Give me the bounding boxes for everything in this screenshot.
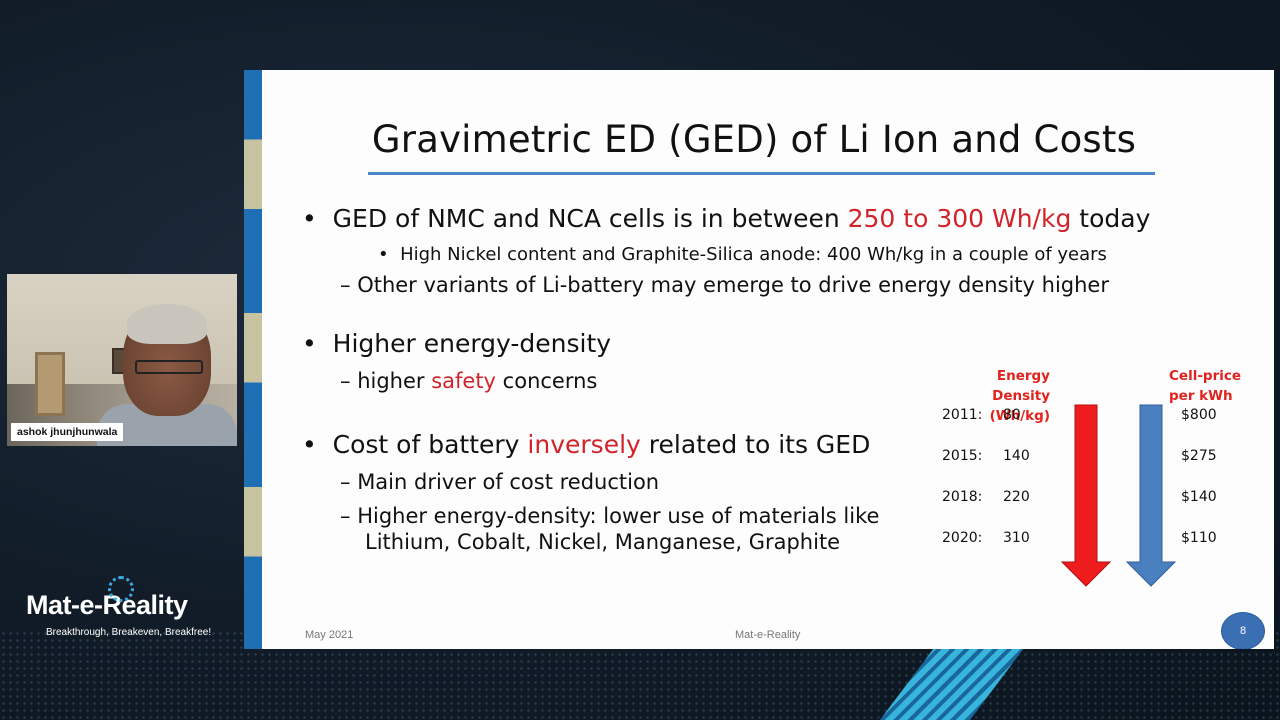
dash-item-2: – higher safety concerns [340, 369, 597, 393]
dash-item-4: – Higher energy-density: lower use of ma… [340, 504, 879, 528]
dash-marker: – [340, 273, 351, 297]
chart-row-density: 310 [1003, 530, 1030, 546]
chart-row-price: $275 [1181, 448, 1217, 464]
sub-bullet-marker: • [378, 244, 389, 265]
page-number-badge: 8 [1221, 612, 1265, 649]
bullet-1-highlight: 250 to 300 Wh/kg [847, 204, 1072, 233]
dash-item-4-line2: Lithium, Cobalt, Nickel, Manganese, Grap… [365, 530, 841, 554]
sub-bullet-1: • High Nickel content and Graphite-Silic… [378, 244, 1107, 265]
bullet-3-suffix: related to its GED [640, 430, 871, 459]
bullet-2: • Higher energy-density [302, 329, 611, 358]
energy-density-header-line1: Energy Density [992, 368, 1050, 404]
sub-bullet-1-text: High Nickel content and Graphite-Silica … [400, 244, 1107, 265]
bullet-3-prefix: Cost of battery [332, 430, 528, 459]
chart-row-density: 80 [1003, 407, 1021, 423]
dash-item-1: – Other variants of Li-battery may emerg… [340, 273, 1109, 297]
cell-price-down-arrow-icon [1125, 404, 1177, 587]
dash-item-3-text: Main driver of cost reduction [357, 470, 660, 494]
energy-density-header: Energy Density (Wh/kg) [942, 366, 1050, 426]
video-background-door [35, 352, 65, 416]
energy-density-up-arrow-icon [1060, 404, 1112, 587]
cell-price-header-line1: Cell-price [1169, 368, 1242, 384]
gear-icon [108, 576, 134, 602]
cell-price-header-line2: per kWh [1169, 388, 1233, 404]
dash-item-4-line1: Higher energy-density: lower use of mate… [357, 504, 880, 528]
energy-density-header-line2: (Wh/kg) [989, 408, 1050, 424]
title-underline [368, 172, 1155, 175]
dash-item-2-prefix: higher [357, 369, 432, 393]
presentation-slide: Gravimetric ED (GED) of Li Ion and Costs… [244, 70, 1274, 649]
cell-price-header: Cell-price per kWh [1169, 366, 1249, 406]
webcam-video-tile[interactable] [7, 274, 237, 446]
chart-row-price: $800 [1181, 407, 1217, 423]
participant-name-tag: ashok jhunjhunwala [11, 423, 124, 441]
chart-row-year: 2018: [942, 489, 983, 505]
bullet-1-prefix: GED of NMC and NCA cells is in between [332, 204, 848, 233]
video-person-hair [127, 304, 207, 344]
dash-marker: – [340, 369, 351, 393]
dash-item-4-continued: Lithium, Cobalt, Nickel, Manganese, Grap… [365, 530, 840, 554]
dash-item-3: – Main driver of cost reduction [340, 470, 659, 494]
bullet-marker: • [302, 204, 317, 233]
trend-arrows [1060, 404, 1177, 587]
bullet-3-highlight: inversely [527, 430, 641, 459]
chart-row-year: 2015: [942, 448, 983, 464]
footer-date: May 2021 [305, 629, 354, 641]
chart-row-year: 2020: [942, 530, 983, 546]
bullet-marker: • [302, 430, 317, 459]
bullet-1: • GED of NMC and NCA cells is in between… [302, 204, 1150, 233]
slide-side-bar [244, 70, 262, 649]
footer-center: Mat-e-Reality [735, 629, 801, 641]
video-person-glasses [135, 360, 203, 374]
dash-item-1-text: Other variants of Li-battery may emerge … [357, 273, 1109, 297]
chart-row-density: 220 [1003, 489, 1030, 505]
chart-row-price: $110 [1181, 530, 1217, 546]
bullet-marker: • [302, 329, 317, 358]
slide-title: Gravimetric ED (GED) of Li Ion and Costs [371, 118, 1137, 161]
bullet-2-text: Higher energy-density [332, 329, 612, 358]
bullet-3: • Cost of battery inversely related to i… [302, 430, 870, 459]
chart-row-price: $140 [1181, 489, 1217, 505]
dash-item-2-highlight: safety [431, 369, 496, 393]
dash-item-2-suffix: concerns [496, 369, 598, 393]
dash-marker: – [340, 504, 351, 528]
brand-logo: Mat-e-Reality [26, 590, 188, 620]
bullet-1-suffix: today [1071, 204, 1151, 233]
chart-row-density: 140 [1003, 448, 1030, 464]
dash-marker: – [340, 470, 351, 494]
chart-row-year: 2011: [942, 407, 983, 423]
slide-content: • GED of NMC and NCA cells is in between… [244, 70, 1274, 649]
brand-tagline: Breakthrough, Breakeven, Breakfree! [46, 627, 212, 638]
